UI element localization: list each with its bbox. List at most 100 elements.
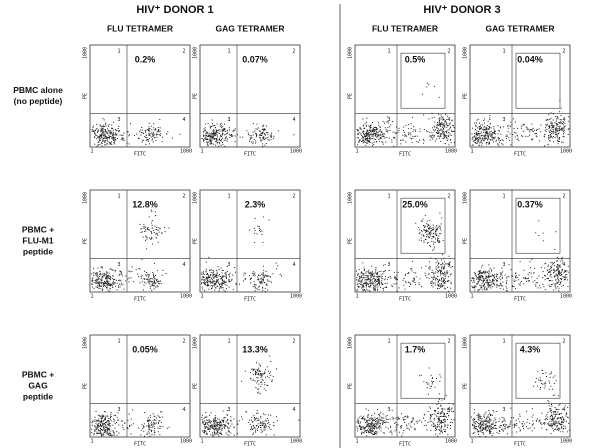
cell xyxy=(376,422,378,424)
cell xyxy=(109,283,111,285)
cell xyxy=(110,276,112,278)
cell xyxy=(221,424,223,426)
cell xyxy=(268,219,270,221)
cell xyxy=(415,272,417,274)
quadrant-number: 4 xyxy=(447,262,450,268)
cell xyxy=(203,139,205,141)
quadrant-number: 3 xyxy=(387,117,390,123)
cell xyxy=(562,121,564,123)
cell xyxy=(562,421,564,423)
cell xyxy=(438,263,439,265)
cell xyxy=(485,427,487,429)
cell xyxy=(483,129,484,131)
cell xyxy=(360,427,362,429)
cell xyxy=(106,139,108,141)
cell xyxy=(363,417,365,419)
cell xyxy=(441,133,443,135)
quadrant-number: 2 xyxy=(447,194,450,200)
cell xyxy=(368,141,370,142)
cell xyxy=(443,274,445,276)
cell xyxy=(226,132,228,134)
cell xyxy=(222,130,224,131)
cell xyxy=(480,141,482,143)
cell xyxy=(249,138,251,140)
cell xyxy=(554,276,555,278)
cell xyxy=(527,135,529,137)
cell xyxy=(483,118,485,120)
cell xyxy=(437,276,439,277)
cell xyxy=(481,266,483,268)
cell xyxy=(221,136,223,138)
cell xyxy=(220,284,222,286)
cell xyxy=(439,227,441,229)
cell xyxy=(554,285,556,287)
cell xyxy=(557,269,559,271)
cell xyxy=(418,233,420,235)
cell xyxy=(381,134,383,136)
cell xyxy=(450,274,451,276)
cell xyxy=(101,417,103,419)
cell xyxy=(485,126,487,128)
cell xyxy=(156,229,158,231)
cell xyxy=(428,227,430,229)
cell xyxy=(478,425,479,427)
cells xyxy=(471,100,570,147)
cell xyxy=(113,432,115,434)
cell xyxy=(559,127,561,129)
cell xyxy=(499,282,501,284)
cell xyxy=(556,266,558,268)
cell xyxy=(483,428,485,430)
cell xyxy=(549,140,551,142)
cell xyxy=(146,137,148,139)
cell xyxy=(365,429,367,431)
cell xyxy=(535,232,537,234)
cell xyxy=(514,273,516,275)
cell xyxy=(481,276,483,278)
cell xyxy=(210,272,212,274)
cell xyxy=(147,280,149,282)
cell xyxy=(378,277,380,279)
cell xyxy=(371,130,373,131)
cell xyxy=(201,419,203,421)
cell xyxy=(413,126,414,128)
cell xyxy=(444,429,446,431)
cell xyxy=(493,138,495,140)
cell xyxy=(395,132,397,134)
cell xyxy=(486,278,488,280)
cell xyxy=(448,414,450,416)
cell xyxy=(556,123,558,125)
cell xyxy=(99,431,101,433)
cell xyxy=(223,417,225,419)
cell xyxy=(252,427,254,429)
cell xyxy=(254,275,256,277)
cell xyxy=(366,424,368,425)
cell xyxy=(488,416,490,418)
cell xyxy=(115,138,117,140)
cell xyxy=(157,134,159,135)
cell xyxy=(557,130,558,132)
cell xyxy=(439,413,441,415)
cell xyxy=(204,432,205,434)
cell xyxy=(372,430,374,432)
cell xyxy=(360,421,361,423)
cell xyxy=(412,417,414,419)
cell xyxy=(474,425,476,427)
cell xyxy=(113,121,115,123)
cell xyxy=(250,378,252,380)
cell xyxy=(162,136,163,138)
cell xyxy=(451,119,453,121)
cell xyxy=(438,285,439,287)
cell xyxy=(428,267,430,269)
cell xyxy=(403,130,404,132)
cell xyxy=(105,136,107,138)
cell xyxy=(384,276,386,278)
cell xyxy=(429,418,431,420)
cell xyxy=(357,280,359,282)
cell xyxy=(440,267,442,269)
cell xyxy=(561,269,563,271)
cell xyxy=(106,287,107,288)
quadrant-number: 4 xyxy=(562,117,565,123)
cell xyxy=(437,411,439,413)
cell xyxy=(217,428,219,430)
cell xyxy=(444,431,445,432)
